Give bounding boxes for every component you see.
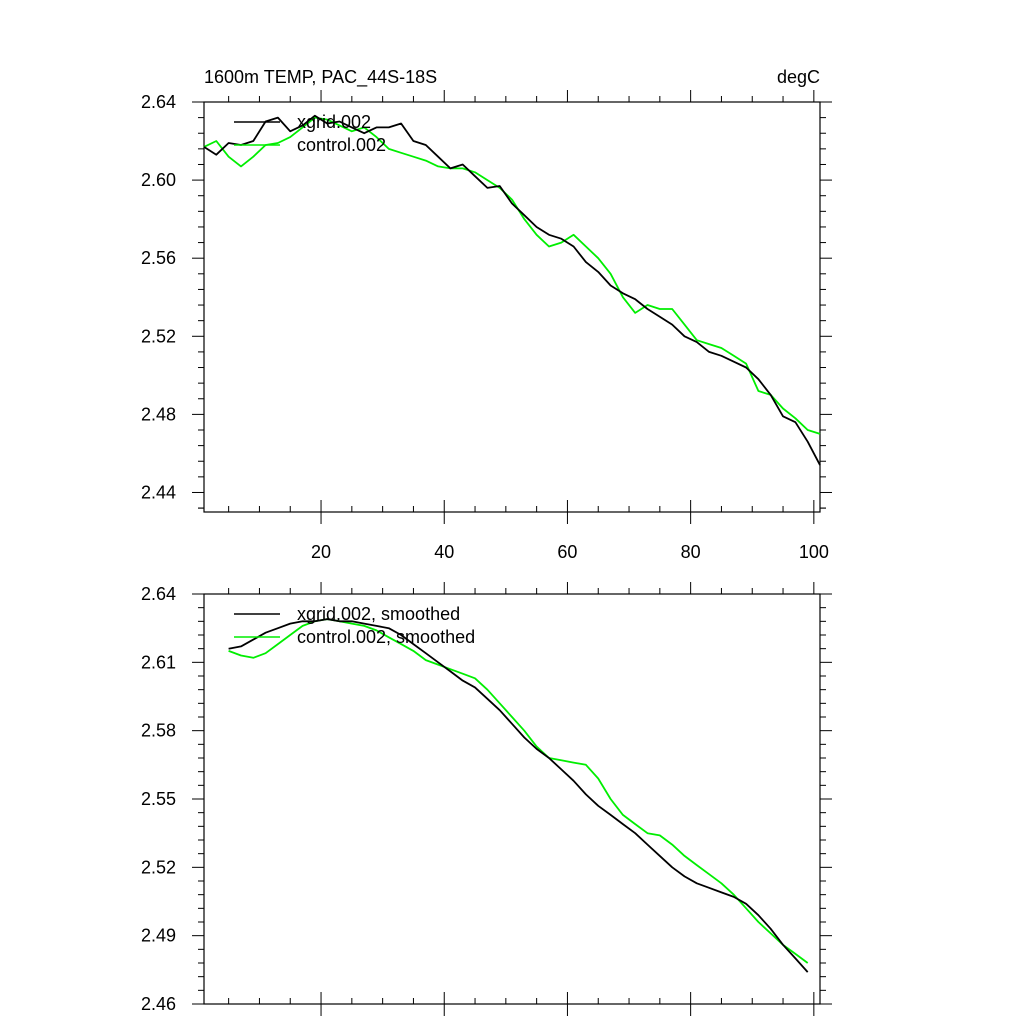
y-tick-label: 2.46 [141, 994, 176, 1014]
legend-label: xgrid.002, smoothed [297, 604, 460, 624]
x-tick-label: 100 [799, 542, 829, 562]
series-line-xgrid [228, 618, 809, 973]
y-tick-label: 2.64 [141, 584, 176, 604]
x-tick-label: 20 [311, 542, 331, 562]
y-tick-label: 2.64 [141, 92, 176, 112]
y-tick-label: 2.61 [141, 652, 176, 672]
y-tick-label: 2.56 [141, 248, 176, 268]
units-label: degC [777, 67, 820, 87]
series-line-xgrid [203, 114, 821, 466]
y-tick-label: 2.58 [141, 721, 176, 741]
chart-title: 1600m TEMP, PAC_44S-18S [204, 67, 437, 88]
y-tick-label: 2.60 [141, 170, 176, 190]
legend-label: xgrid.002 [297, 112, 371, 132]
x-tick-label: 80 [681, 542, 701, 562]
x-tick-label: 60 [557, 542, 577, 562]
y-tick-label: 2.48 [141, 404, 176, 424]
raw-panel: 2.64 2.60 2.56 2.52 2.48 2.44 20 40 60 80 100 xgrid… [141, 90, 832, 562]
x-tick-label: 40 [434, 542, 454, 562]
series-line-control [203, 116, 821, 435]
y-tick-label: 2.49 [141, 926, 176, 946]
legend-label: control.002, smoothed [297, 627, 475, 647]
plot-frame [203, 101, 821, 513]
smoothed-panel: 2.64 2.61 2.58 2.55 2.52 2.49 2.46 xgrid.002, s… [141, 582, 832, 1016]
y-tick-label: 2.55 [141, 789, 176, 809]
y-tick-label: 2.52 [141, 857, 176, 877]
y-tick-label: 2.44 [141, 482, 176, 502]
y-tick-label: 2.52 [141, 326, 176, 346]
legend-label: control.002 [297, 135, 386, 155]
